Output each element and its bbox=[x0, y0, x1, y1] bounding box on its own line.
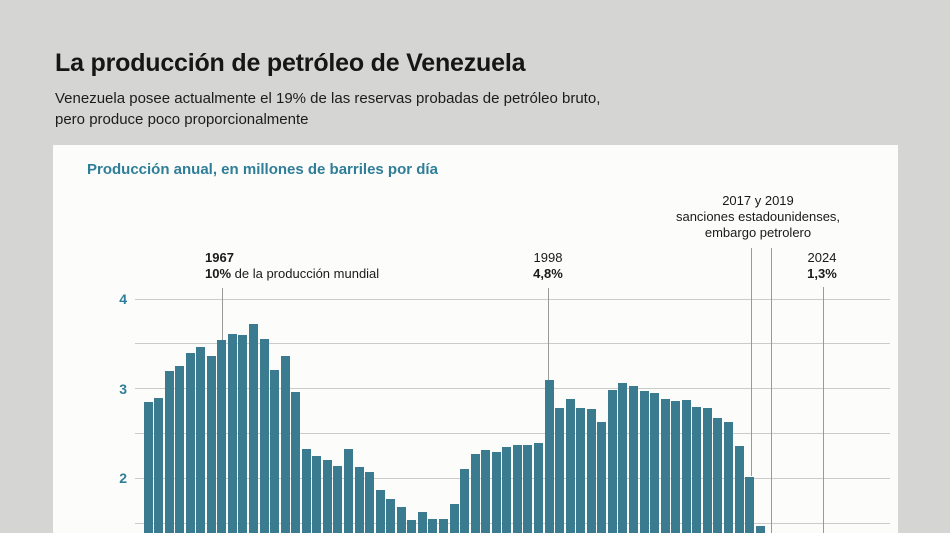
annotation-line-2017 bbox=[751, 248, 752, 476]
bar-2013 bbox=[702, 408, 712, 533]
annotation-1967-value: 10% bbox=[205, 266, 232, 281]
chart-title: Producción anual, en millones de barrile… bbox=[87, 161, 438, 178]
bar-2018 bbox=[755, 525, 765, 533]
bar-2002 bbox=[586, 409, 596, 533]
bar-1979 bbox=[344, 448, 354, 533]
bar-1996 bbox=[523, 445, 533, 533]
annotation-1998: 1998 4,8% bbox=[498, 250, 598, 282]
annotation-1998-year: 1998 bbox=[533, 250, 563, 265]
bar-2016 bbox=[734, 446, 744, 533]
bar-1999 bbox=[555, 407, 565, 533]
annotation-2017-line2: sanciones estadounidenses, bbox=[675, 209, 841, 224]
annotation-2017-line3: embargo petrolero bbox=[704, 225, 812, 240]
bar-1969 bbox=[238, 334, 248, 533]
bar-1961 bbox=[154, 397, 164, 533]
bar-1965 bbox=[196, 346, 206, 533]
chart-panel: Producción anual, en millones de barrile… bbox=[53, 145, 898, 533]
annotation-1967-text: de la producción mundial bbox=[231, 266, 380, 281]
gridline-2 bbox=[135, 477, 890, 479]
gridline-3.5 bbox=[135, 343, 890, 345]
annotation-1967-year: 1967 bbox=[205, 250, 234, 265]
bar-2007 bbox=[639, 391, 649, 533]
bar-1992 bbox=[481, 449, 491, 533]
gridline-3 bbox=[135, 388, 890, 390]
bar-1967 bbox=[217, 340, 227, 533]
bar-1963 bbox=[175, 366, 185, 533]
bar-1997 bbox=[533, 443, 543, 533]
bar-1980 bbox=[354, 466, 364, 533]
gridline-4 bbox=[135, 298, 890, 300]
bar-1972 bbox=[270, 369, 280, 533]
bar-2017 bbox=[745, 476, 755, 533]
annotation-2017-line1: 2017 y 2019 bbox=[722, 193, 794, 208]
bar-1978 bbox=[333, 465, 343, 533]
y-tick-3: 3 bbox=[119, 380, 127, 397]
bar-1981 bbox=[365, 472, 375, 533]
annotation-2017-2019: 2017 y 2019 sanciones estadounidenses, e… bbox=[653, 193, 863, 241]
annotation-line-1967 bbox=[222, 288, 223, 340]
bar-2011 bbox=[681, 400, 691, 533]
bar-2003 bbox=[597, 421, 607, 533]
bar-1974 bbox=[291, 392, 301, 533]
y-tick-2: 2 bbox=[119, 470, 127, 487]
bar-1985 bbox=[407, 519, 417, 533]
bar-2015 bbox=[723, 421, 733, 533]
annotation-line-2024 bbox=[823, 287, 824, 533]
bar-1960 bbox=[143, 402, 153, 533]
bar-1975 bbox=[301, 448, 311, 533]
bar-1988 bbox=[439, 518, 448, 533]
bar-2009 bbox=[660, 399, 670, 533]
bar-1995 bbox=[512, 445, 522, 533]
bar-2000 bbox=[565, 399, 575, 533]
bar-1970 bbox=[249, 324, 259, 533]
bar-1973 bbox=[280, 356, 290, 533]
bar-2001 bbox=[576, 408, 586, 533]
bar-1968 bbox=[227, 333, 237, 533]
gridline-2.5 bbox=[135, 433, 890, 435]
bar-1964 bbox=[185, 352, 195, 533]
bar-2008 bbox=[650, 393, 660, 533]
annotation-2024: 2024 1,3% bbox=[772, 250, 872, 282]
bar-2014 bbox=[713, 418, 723, 533]
bar-1976 bbox=[312, 455, 322, 533]
page-title: La producción de petróleo de Venezuela bbox=[55, 49, 526, 77]
bar-1987 bbox=[428, 518, 438, 533]
bar-2006 bbox=[628, 386, 638, 533]
bar-1962 bbox=[164, 370, 174, 533]
bar-1983 bbox=[386, 499, 396, 533]
bar-1966 bbox=[206, 355, 216, 533]
y-tick-4: 4 bbox=[119, 291, 127, 307]
bar-1986 bbox=[417, 512, 427, 533]
bar-2012 bbox=[692, 406, 702, 533]
annotation-2024-value: 1,3% bbox=[807, 266, 837, 281]
bar-1994 bbox=[502, 447, 512, 533]
annotation-line-1998 bbox=[548, 288, 549, 380]
bar-1984 bbox=[396, 507, 406, 533]
bar-1977 bbox=[322, 460, 332, 533]
bar-2010 bbox=[671, 401, 681, 533]
bar-1990 bbox=[460, 469, 470, 533]
annotation-line-2019 bbox=[771, 248, 772, 533]
annotation-1998-value: 4,8% bbox=[533, 266, 563, 281]
gridline-1.5 bbox=[135, 522, 890, 524]
bar-2005 bbox=[618, 383, 628, 533]
bar-1998 bbox=[544, 379, 554, 533]
bar-1991 bbox=[470, 454, 480, 533]
bar-1989 bbox=[449, 503, 459, 533]
annotation-1967: 1967 10% de la producción mundial bbox=[205, 250, 379, 282]
bar-1971 bbox=[259, 339, 269, 533]
page-subtitle: Venezuela posee actualmente el 19% de la… bbox=[55, 90, 601, 128]
annotation-2024-year: 2024 bbox=[807, 250, 837, 265]
bar-2004 bbox=[607, 389, 617, 533]
bar-1993 bbox=[491, 452, 501, 533]
bar-1982 bbox=[375, 490, 385, 533]
